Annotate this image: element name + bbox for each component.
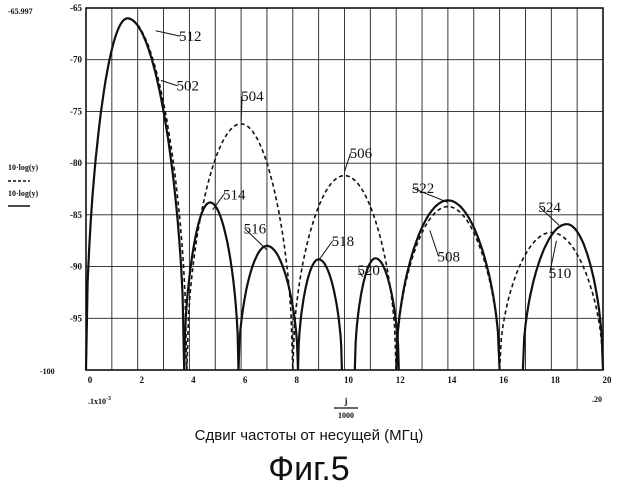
annotation-518: 518: [332, 234, 355, 250]
x-tick-label: 20: [603, 375, 613, 385]
x-tick-label: 0: [88, 375, 93, 385]
annotation-516: 516: [244, 221, 267, 237]
annotation-504: 504: [241, 89, 264, 105]
x-tick-labels: 0 2 4 6 8 10 12 14 16 18 20: [88, 375, 612, 385]
y-top-readout: -65.997: [8, 7, 33, 16]
x-tick-label: 2: [139, 375, 144, 385]
leader-512: [156, 31, 180, 36]
x-right-readout: .20: [592, 395, 602, 404]
y-tick-label: -65: [70, 3, 82, 13]
x-left-readout: .1x10-3: [88, 396, 111, 406]
y-label-dashed: 10·log(y): [8, 163, 39, 172]
annotation-522: 522: [412, 181, 435, 197]
y-tick-labels: -65 -70 -75 -80 -85 -90 -95: [70, 3, 82, 323]
y-tick-label: -80: [70, 158, 82, 168]
series-solid-lobe-1: [86, 18, 184, 370]
spectrum-chart: -65-70-75-80-85-90-95 02468101214161820 …: [0, 0, 618, 430]
annotation-506: 506: [350, 146, 373, 162]
series-solid-lobe-2: [184, 203, 238, 371]
series-solid-lobe-4: [298, 259, 342, 370]
x-tick-label: 4: [191, 375, 196, 385]
x-tick-label: 10: [344, 375, 354, 385]
x-tick-label: 6: [243, 375, 248, 385]
annotation-514: 514: [223, 187, 246, 203]
annotation-524: 524: [538, 200, 561, 216]
y-tick-label: -90: [70, 262, 82, 272]
x-tick-label: 8: [295, 375, 300, 385]
figure-title: Фиг.5: [0, 450, 618, 489]
series-solid-lobe-3: [239, 246, 299, 370]
y-bottom-readout: -100: [40, 367, 55, 376]
y-label-solid: 10·log(y): [8, 189, 39, 198]
y-tick-label: -95: [70, 313, 82, 323]
y-tick-label: -85: [70, 210, 82, 220]
series-solid-lobe-7: [523, 224, 603, 370]
leader-518: [319, 241, 333, 260]
x-tick-label: 12: [396, 375, 406, 385]
x-tick-label: 18: [551, 375, 561, 385]
annotation-508: 508: [438, 249, 461, 265]
x-axis-label: Сдвиг частоты от несущей (МГц): [0, 427, 618, 444]
x-tick-label: 14: [447, 375, 457, 385]
x-unit-numerator: j: [344, 396, 348, 406]
annotation-520: 520: [357, 263, 380, 279]
y-tick-label: -75: [70, 106, 82, 116]
x-unit-denominator: 1000: [338, 411, 354, 420]
annotation-510: 510: [549, 266, 572, 282]
x-tick-label: 16: [499, 375, 509, 385]
grid: [86, 8, 603, 370]
series-dashed-lobe-1: [86, 18, 187, 370]
annotation-512: 512: [179, 29, 202, 45]
y-tick-label: -70: [70, 55, 82, 65]
annotations: 512 502 504 506 514 516 518520 522 508 524 510: [176, 29, 571, 282]
annotation-502: 502: [176, 79, 199, 95]
